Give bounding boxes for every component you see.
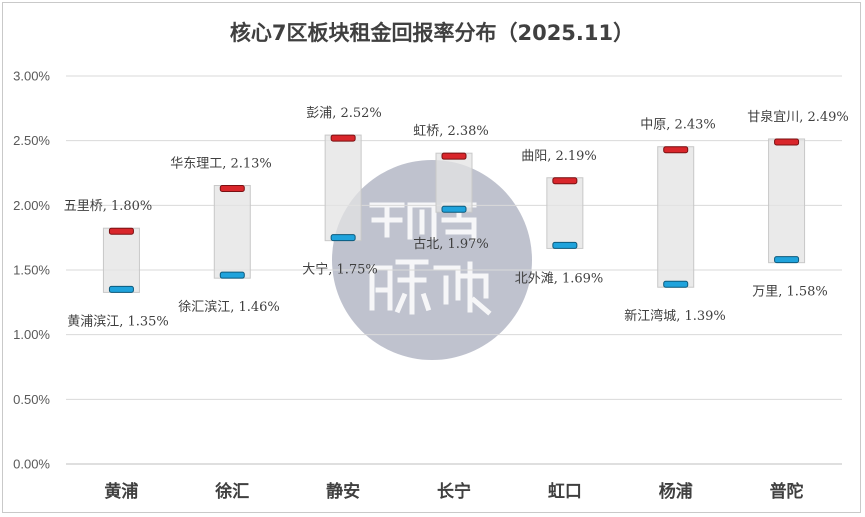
x-category-label: 黄浦 (104, 481, 138, 502)
y-tick-label: 2.00% (13, 198, 50, 213)
range-bar (435, 152, 473, 213)
low-data-label: 新江湾城, 1.39% (624, 308, 726, 324)
low-marker (330, 234, 356, 242)
x-axis: 黄浦 徐汇 静安 长宁 虹口 杨浦 普陀 (104, 481, 803, 502)
y-axis: 0.00% 0.50% 1.00% 1.50% 2.00% 2.50% 3.00% (13, 69, 50, 472)
x-category-label: 静安 (326, 481, 360, 502)
x-category-label: 长宁 (437, 481, 471, 502)
high-marker (330, 134, 356, 142)
x-category-label: 虹口 (548, 482, 582, 502)
high-marker (441, 152, 467, 160)
high-data-label: 华东理工, 2.13% (170, 157, 272, 172)
high-data-label: 五里桥, 1.80% (64, 199, 153, 214)
high-marker (774, 138, 800, 146)
high-data-label: 曲阳, 2.19% (521, 149, 597, 164)
low-data-label: 黄浦滨江, 1.35% (67, 313, 169, 329)
high-data-label: 中原, 2.43% (640, 118, 716, 133)
watermark-logo (332, 160, 532, 360)
y-tick-label: 1.00% (13, 327, 50, 342)
y-tick-label: 3.00% (13, 69, 50, 84)
x-category-label: 普陀 (770, 481, 804, 502)
low-data-label: 大宁, 1.75% (302, 262, 378, 278)
high-marker (552, 177, 578, 185)
low-marker (552, 241, 578, 249)
low-data-label: 徐汇滨江, 1.46% (178, 299, 280, 315)
low-data-label: 万里, 1.58% (752, 285, 828, 300)
range-bar (657, 146, 695, 288)
range-bar (768, 138, 806, 264)
range-bar (324, 134, 362, 242)
chart-title: 核心7区板块租金回报率分布（2025.11） (230, 21, 634, 45)
high-marker (108, 227, 134, 235)
low-marker (441, 205, 467, 213)
bars: 五里桥, 1.80% 黄浦滨江, 1.35% 华东理工, 2.13% 徐汇滨江, 1.… (64, 106, 849, 329)
range-bar (102, 227, 140, 293)
high-marker (219, 185, 245, 193)
y-tick-label: 0.50% (13, 392, 50, 407)
low-data-label: 北外滩, 1.69% (515, 271, 604, 286)
low-marker (219, 271, 245, 279)
low-marker (108, 285, 134, 293)
x-category-label: 杨浦 (659, 481, 693, 502)
y-tick-label: 0.00% (13, 457, 50, 472)
low-data-label: 古北, 1.97% (413, 237, 489, 252)
low-marker (774, 256, 800, 264)
y-tick-label: 2.50% (13, 133, 50, 148)
x-category-label: 徐汇 (214, 481, 249, 502)
y-tick-label: 1.50% (13, 263, 50, 278)
range-bar (213, 185, 251, 279)
high-data-label: 彭浦, 2.52% (306, 106, 382, 121)
high-marker (663, 146, 689, 154)
high-data-label: 甘泉宜川, 2.49% (747, 109, 849, 125)
high-data-label: 虹桥, 2.38% (413, 124, 489, 139)
range-bar (546, 177, 584, 249)
low-marker (663, 280, 689, 288)
